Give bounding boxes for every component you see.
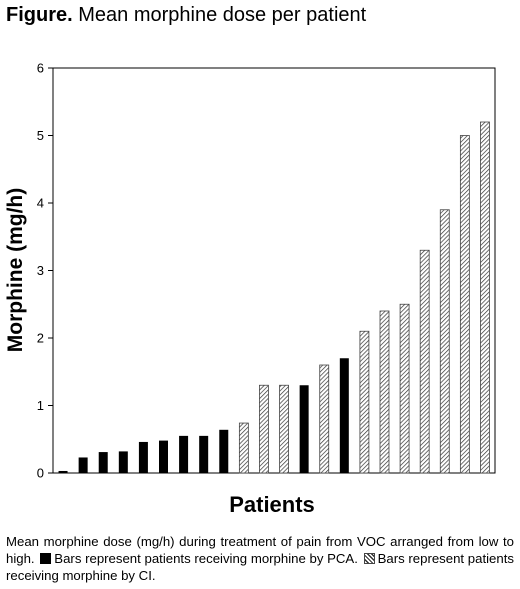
bar-pca	[78, 457, 88, 473]
y-tick-label: 2	[37, 331, 44, 346]
y-tick-label: 0	[37, 466, 44, 481]
bar-ci	[480, 121, 490, 474]
x-axis-label: Patients	[229, 492, 315, 517]
y-tick-label: 4	[37, 196, 44, 211]
y-axis-label: Morphine (mg/h)	[4, 188, 27, 352]
caption-text-pca: Bars represent patients receiving morphi…	[54, 551, 358, 566]
bar-ci	[439, 209, 450, 474]
figure-caption: Mean morphine dose (mg/h) during treatme…	[6, 533, 514, 584]
legend-ci-swatch	[363, 553, 375, 564]
bar-ci	[459, 135, 470, 474]
bar-ci	[279, 384, 289, 474]
bar-ci	[359, 330, 370, 474]
y-tick-label: 6	[37, 61, 44, 76]
bar-ci	[259, 384, 269, 474]
bar-ci	[379, 310, 390, 474]
bar-ci	[319, 364, 330, 474]
bar-pca	[339, 358, 349, 473]
bar-ci	[238, 422, 249, 474]
legend-pca-swatch	[40, 553, 52, 564]
bar-pca	[98, 452, 108, 473]
y-tick-label: 5	[37, 128, 44, 143]
bar-chart: 0 1 2 3 4 5 6 Morphine (mg/h) Patients	[4, 61, 496, 517]
bar-pca	[118, 451, 128, 473]
bar-pca	[138, 441, 148, 473]
bar-pca	[179, 435, 189, 473]
y-tick-label: 1	[37, 398, 44, 413]
bar-pca	[58, 470, 68, 473]
figure-label: Figure.	[6, 4, 73, 26]
y-tick-label: 3	[37, 263, 44, 278]
bar-ci	[399, 303, 410, 474]
bar-pca	[159, 440, 168, 473]
caption-text-ci: Bars represent patients receiving morphi…	[6, 551, 514, 583]
bar-pca	[199, 435, 209, 473]
figure-title: Figure. Mean morphine dose per patient	[6, 4, 366, 27]
bar-pca	[299, 385, 309, 473]
bar-ci	[419, 249, 430, 474]
bar-pca	[219, 429, 229, 473]
figure-title-text: Mean morphine dose per patient	[78, 4, 367, 26]
caption-text-intro: Mean morphine dose (mg/h) during treatme…	[6, 534, 514, 566]
